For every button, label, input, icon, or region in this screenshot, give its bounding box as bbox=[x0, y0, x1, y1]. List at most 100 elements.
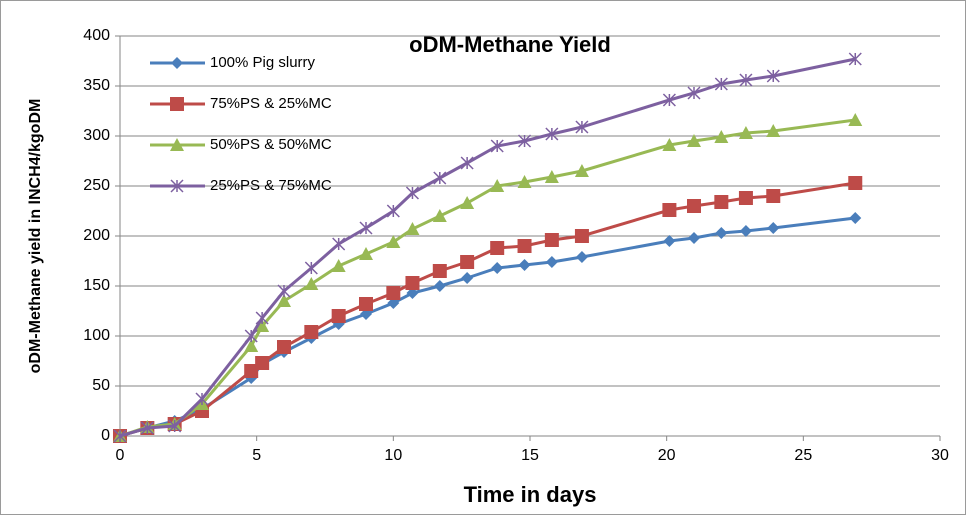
marker bbox=[331, 259, 346, 272]
marker bbox=[304, 261, 318, 275]
y-tick-label: 100 bbox=[83, 327, 110, 344]
marker bbox=[517, 175, 532, 188]
marker bbox=[405, 186, 419, 200]
marker bbox=[687, 86, 701, 100]
marker bbox=[113, 429, 127, 443]
y-tick-label: 400 bbox=[83, 27, 110, 44]
marker bbox=[405, 222, 420, 235]
marker bbox=[663, 235, 676, 247]
marker bbox=[574, 164, 589, 177]
marker bbox=[244, 364, 259, 378]
legend-label: 25%PS & 75%MC bbox=[210, 177, 332, 194]
marker bbox=[195, 392, 209, 406]
marker bbox=[277, 294, 291, 307]
marker bbox=[662, 138, 677, 151]
marker bbox=[662, 93, 676, 107]
marker bbox=[545, 256, 558, 268]
y-tick-label: 250 bbox=[83, 177, 110, 194]
x-axis-label: Time in days bbox=[464, 482, 597, 507]
marker bbox=[359, 297, 373, 311]
legend-label: 75%PS & 25%MC bbox=[210, 95, 332, 112]
y-tick-label: 350 bbox=[83, 77, 110, 94]
marker bbox=[687, 199, 701, 213]
marker bbox=[739, 73, 753, 87]
marker bbox=[461, 272, 474, 284]
marker bbox=[766, 189, 781, 203]
series-line bbox=[119, 57, 856, 438]
marker bbox=[848, 52, 862, 66]
marker bbox=[460, 255, 475, 269]
marker bbox=[739, 225, 752, 237]
marker bbox=[848, 113, 863, 126]
marker bbox=[359, 247, 373, 260]
marker bbox=[432, 264, 447, 278]
series-line bbox=[119, 118, 856, 438]
legend-label: 50%PS & 50%MC bbox=[210, 136, 332, 153]
marker bbox=[687, 134, 701, 147]
marker bbox=[714, 130, 729, 143]
marker bbox=[277, 340, 291, 354]
marker bbox=[433, 280, 446, 292]
marker bbox=[140, 421, 154, 435]
marker bbox=[168, 419, 182, 433]
marker bbox=[490, 139, 504, 153]
marker bbox=[490, 241, 505, 255]
y-tick-label: 200 bbox=[83, 227, 110, 244]
marker bbox=[460, 196, 475, 209]
marker bbox=[715, 227, 728, 239]
marker bbox=[386, 204, 400, 218]
legend-label: 100% Pig slurry bbox=[210, 54, 316, 71]
marker bbox=[277, 284, 291, 298]
marker bbox=[714, 195, 729, 209]
y-tick-label: 300 bbox=[83, 127, 110, 144]
marker bbox=[848, 176, 863, 190]
marker bbox=[517, 239, 532, 253]
x-tick-label: 5 bbox=[252, 447, 261, 464]
marker bbox=[255, 356, 270, 370]
marker bbox=[171, 57, 183, 69]
marker bbox=[304, 325, 319, 339]
marker bbox=[766, 124, 781, 137]
x-tick-label: 20 bbox=[658, 447, 676, 464]
marker bbox=[244, 329, 258, 343]
marker bbox=[405, 276, 420, 290]
marker bbox=[255, 311, 269, 325]
marker bbox=[545, 127, 559, 141]
marker bbox=[255, 319, 270, 332]
y-axis-label: oDM-Methane yield in lNCH4/kgoDM bbox=[27, 99, 44, 374]
marker bbox=[767, 222, 780, 234]
marker bbox=[433, 171, 447, 185]
marker bbox=[544, 170, 559, 183]
marker bbox=[170, 179, 184, 193]
marker bbox=[544, 233, 559, 247]
y-tick-label: 50 bbox=[92, 377, 110, 394]
marker bbox=[662, 203, 677, 217]
marker bbox=[332, 237, 346, 251]
marker bbox=[432, 209, 447, 222]
marker bbox=[491, 262, 504, 274]
x-tick-label: 25 bbox=[794, 447, 812, 464]
x-tick-label: 30 bbox=[931, 447, 949, 464]
marker bbox=[386, 235, 401, 248]
marker bbox=[518, 134, 532, 148]
x-tick-label: 15 bbox=[521, 447, 539, 464]
marker bbox=[766, 69, 780, 83]
marker bbox=[170, 138, 184, 151]
marker bbox=[688, 232, 700, 244]
x-tick-label: 10 bbox=[384, 447, 402, 464]
x-tick-label: 0 bbox=[116, 447, 125, 464]
marker bbox=[331, 309, 346, 323]
marker bbox=[518, 259, 531, 271]
marker bbox=[386, 286, 401, 300]
marker bbox=[490, 179, 505, 192]
marker bbox=[574, 229, 589, 243]
marker bbox=[849, 212, 862, 224]
marker bbox=[575, 251, 588, 263]
y-tick-label: 0 bbox=[101, 427, 110, 444]
marker bbox=[304, 277, 319, 290]
marker bbox=[714, 77, 728, 91]
marker bbox=[359, 221, 373, 235]
marker bbox=[738, 126, 753, 139]
